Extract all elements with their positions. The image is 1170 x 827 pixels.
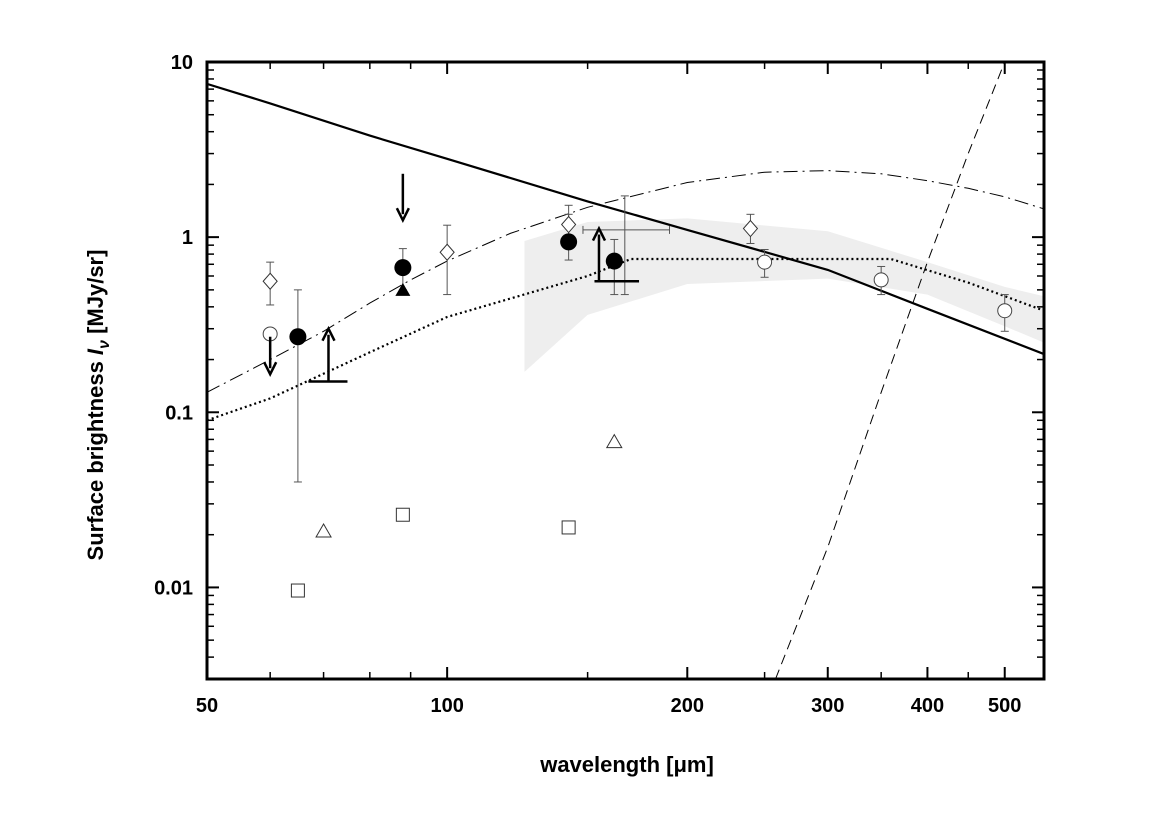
axes-layer: 50 100 200 300 400 500 0.01 0.1 1 10 <box>154 52 1044 717</box>
filled-circle-point <box>394 259 412 277</box>
x-axis-title: wavelength [μm] <box>539 752 714 777</box>
shaded-band-layer <box>524 218 1044 372</box>
y-axis-title: Surface brightness Iν [MJy/sr] <box>83 250 113 561</box>
x-tick-label: 100 <box>430 695 463 717</box>
lower-limit-arrow <box>308 325 348 383</box>
x-tick-label: 300 <box>811 695 844 717</box>
filled-circle-point <box>560 233 578 251</box>
curve-dash-dot <box>207 170 1044 393</box>
filled-circle-point <box>605 252 623 270</box>
x-tick-label: 50 <box>196 695 218 717</box>
y-axis-title-prefix: Surface brightness <box>83 355 108 560</box>
open-square-point <box>395 507 410 522</box>
filled-triangle-point <box>395 282 411 296</box>
x-tick-label: 500 <box>988 695 1021 717</box>
open-diamond-point <box>439 243 455 261</box>
upper-limit-arrow <box>263 336 278 377</box>
upper-limit-head <box>263 361 278 377</box>
upper-limit-head <box>395 207 410 223</box>
y-tick-label: 10 <box>171 52 193 74</box>
filled-circle-point <box>289 328 307 346</box>
x-tick-label: 200 <box>671 695 704 717</box>
error-bar <box>293 289 302 483</box>
open-circle-point <box>873 272 889 288</box>
shaded-band <box>524 218 1044 372</box>
open-triangle-point <box>315 522 332 538</box>
lower-limit-head <box>591 225 607 242</box>
upper-limit-arrow <box>395 173 410 223</box>
open-circle-point <box>997 303 1013 319</box>
lower-limit-head <box>321 325 336 342</box>
y-tick-label: 1 <box>182 227 193 249</box>
lower-limit-arrow <box>591 225 640 283</box>
open-circle-point <box>757 254 773 270</box>
open-square-point <box>290 583 305 598</box>
curve-dashed <box>775 62 1006 679</box>
open-square-point <box>561 520 576 535</box>
x-tick-label: 400 <box>911 695 944 717</box>
y-tick-label: 0.1 <box>165 402 193 424</box>
y-axis-title-suffix: [MJy/sr] <box>83 250 108 340</box>
open-diamond-point <box>262 272 278 291</box>
data-points-layer <box>262 173 1013 598</box>
open-diamond-point <box>560 215 577 234</box>
y-tick-label: 0.01 <box>154 577 193 599</box>
y-axis-title-symbol: I <box>83 348 108 355</box>
open-triangle-point <box>605 433 623 449</box>
curve-solid <box>207 82 1044 356</box>
plot-frame <box>205 60 1046 681</box>
open-diamond-point <box>742 219 759 238</box>
model-curves-layer <box>207 62 1044 679</box>
y-axis-title-subscript: ν <box>96 340 113 349</box>
